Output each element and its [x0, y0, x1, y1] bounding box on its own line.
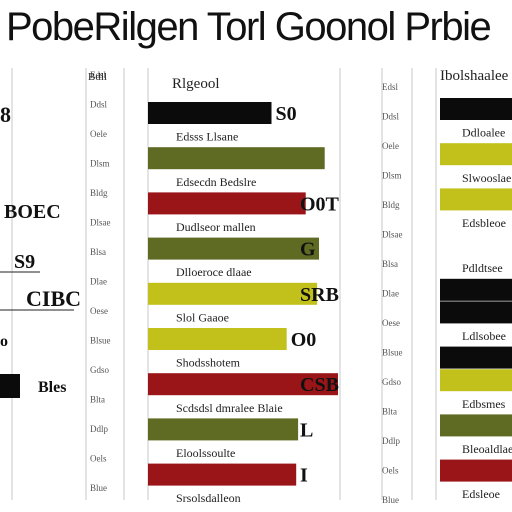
center-bar-label-17: Srsolsdalleon — [176, 491, 241, 505]
center-value-label-0: S0 — [276, 103, 297, 125]
tick-label-b-4: Bldg — [382, 200, 400, 210]
tick-label-b-12: Ddlp — [382, 436, 401, 446]
tick-label-a-9: Blsue — [90, 336, 111, 346]
center-bar-label-11: Shodsshotem — [176, 356, 241, 370]
right-bar-label-13: Edbsmes — [462, 397, 506, 411]
right-bar-4 — [440, 188, 512, 211]
center-value-label-8: SRB — [300, 284, 339, 306]
center-bar-6 — [148, 237, 319, 260]
tick-labels: Edsl Edsl Ddsl Ddsl Oele Oele Dlsm Dlsm Bldg Bldg… — [90, 70, 403, 505]
center-bar-2 — [148, 147, 325, 170]
tick-label-a-4: Bldg — [90, 188, 108, 198]
tick-label-a-7: Dlae — [90, 277, 107, 287]
left-label-3: CIBC — [26, 286, 81, 311]
tick-label-a-0: Edsl — [90, 70, 107, 80]
tick-label-b-1: Ddsl — [382, 112, 400, 122]
center-bar-8 — [148, 282, 318, 305]
tick-label-b-0: Edsl — [382, 82, 399, 92]
tick-label-b-14: Blue — [382, 495, 399, 505]
right-bar-label-15: Bleoaldlae — [462, 442, 512, 456]
panel-center: Rlgeool S0 Edsss Llsane Edsecdn Bedslre O0T D… — [148, 76, 340, 505]
left-label-4: o — [0, 333, 8, 350]
tick-label-a-12: Ddlp — [90, 424, 109, 434]
panel-left: Bdll 8 BOEC S9 CIBC o Bles — [0, 71, 107, 398]
tick-label-b-6: Blsa — [382, 259, 398, 269]
right-bar-label-10: Ldlsobee — [462, 329, 506, 343]
center-bar-label-5: Dudlseor mallen — [176, 220, 256, 234]
tick-label-a-6: Blsa — [90, 247, 106, 257]
center-bar-label-7: Dlloeroce dlaae — [176, 265, 252, 279]
center-value-label-10: O0 — [291, 329, 317, 351]
right-bar-label-7: Pdldtsee — [462, 261, 503, 275]
tick-label-b-5: Dlsae — [382, 230, 403, 240]
center-bar-label-3: Edsecdn Bedslre — [176, 175, 256, 189]
right-bar-8 — [440, 278, 512, 301]
center-bar-label-9: Slol Gaaoe — [176, 310, 229, 324]
center-value-label-14: L — [300, 419, 313, 441]
tick-label-a-13: Oels — [90, 454, 107, 464]
center-bar-0 — [148, 102, 272, 124]
left-label-0: 8 — [0, 102, 11, 127]
left-label-5: Bles — [38, 379, 66, 396]
tick-label-a-10: Gdso — [90, 365, 110, 375]
center-value-label-12: CSB — [300, 374, 339, 396]
tick-label-a-8: Oese — [90, 306, 108, 316]
tick-label-b-9: Blsue — [382, 348, 403, 358]
tick-label-b-13: Oels — [382, 466, 399, 476]
right-bar-12 — [440, 369, 512, 392]
center-bar-label-13: Scdsdsl dmralee Blaie — [176, 401, 283, 415]
right-bar-14 — [440, 414, 512, 437]
tick-label-b-10: Gdso — [382, 377, 402, 387]
right-bar-11 — [440, 346, 512, 369]
center-value-label-16: I — [300, 465, 308, 487]
right-bar-16 — [440, 459, 512, 482]
center-value-label-6: G — [300, 239, 316, 261]
tick-label-a-2: Oele — [90, 129, 107, 139]
panel-right: Ibolshaalee Ddloalee Slwooslae Edsbleoe Pdld… — [440, 68, 512, 501]
left-label-2: S9 — [14, 251, 35, 273]
tick-label-a-1: Ddsl — [90, 100, 108, 110]
tick-label-a-11: Blta — [90, 395, 105, 405]
center-value-label-4: O0T — [300, 193, 340, 215]
tick-label-b-2: Oele — [382, 141, 399, 151]
center-bar-label-1: Edsss Llsane — [176, 130, 238, 144]
right-bar-2 — [440, 143, 512, 166]
center-bar-label-15: Eloolssoulte — [176, 446, 235, 460]
right-bar-label-3: Slwooslae — [462, 171, 511, 185]
right-bar-label-1: Ddloalee — [462, 126, 505, 140]
chart-title: PobeRilgen Torl Goonol Prbie — [6, 5, 491, 49]
center-panel-header: Rlgeool — [172, 76, 220, 92]
center-bar-4 — [148, 192, 306, 215]
center-bar-10 — [148, 328, 287, 350]
tick-label-a-14: Blue — [90, 483, 107, 493]
right-panel-header: Ibolshaalee — [440, 68, 509, 84]
center-bar-16 — [148, 463, 297, 486]
tick-label-a-3: Dlsm — [90, 159, 110, 169]
tick-label-b-3: Dlsm — [382, 171, 402, 181]
center-bar-14 — [148, 418, 299, 441]
tick-label-b-8: Oese — [382, 318, 400, 328]
tick-label-b-7: Dlae — [382, 289, 399, 299]
left-label-1: BOEC — [4, 201, 61, 223]
grid-layer — [11, 68, 437, 500]
center-bar-12 — [148, 373, 338, 396]
right-bar-9 — [440, 301, 512, 324]
tick-label-b-11: Blta — [382, 407, 397, 417]
right-bar-0 — [440, 98, 512, 120]
left-panel-header: Bdll — [88, 71, 107, 83]
right-bar-label-17: Edsleoe — [462, 487, 500, 501]
tick-label-a-5: Dlsae — [90, 218, 111, 228]
right-bar-label-5: Edsbleoe — [462, 216, 506, 230]
left-bar-5 — [0, 374, 20, 398]
